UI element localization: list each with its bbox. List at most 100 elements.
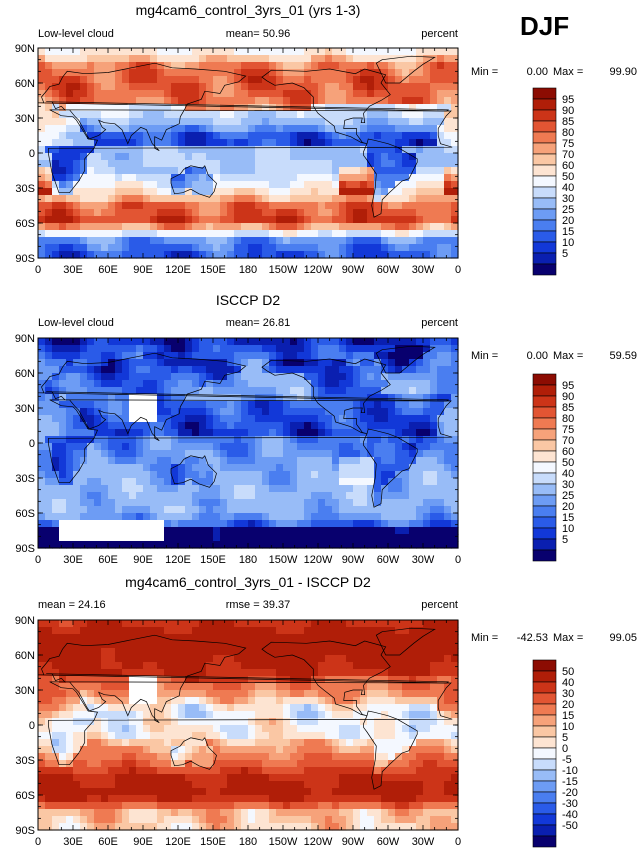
field-cell (80, 359, 88, 367)
field-cell (255, 195, 263, 203)
field-cell (108, 443, 116, 451)
field-cell (416, 181, 424, 189)
field-cell (325, 627, 333, 635)
field-cell (150, 167, 158, 175)
field-cell (395, 125, 403, 133)
field-cell (255, 443, 263, 451)
field-cell (38, 104, 46, 112)
field-cell (409, 366, 417, 374)
field-cell (164, 655, 172, 663)
field-cell (332, 627, 340, 635)
field-cell (360, 55, 368, 63)
field-cell (87, 223, 95, 231)
field-cell (276, 506, 284, 514)
field-cell (451, 499, 459, 507)
field-cell (269, 387, 277, 395)
field-cell (381, 62, 389, 70)
field-cell (423, 48, 431, 56)
field-cell (192, 485, 200, 493)
field-cell (150, 97, 158, 105)
field-cell (276, 118, 284, 126)
field-cell (416, 648, 424, 656)
field-cell (262, 62, 270, 70)
field-cell (206, 216, 214, 224)
field-cell (311, 704, 319, 712)
field-cell (304, 471, 312, 479)
field-cell (73, 527, 81, 535)
colorbar-box (533, 99, 556, 110)
field-cell (199, 436, 207, 444)
field-cell (87, 450, 95, 458)
field-cell (157, 167, 165, 175)
field-cell (388, 188, 396, 196)
field-cell (143, 195, 151, 203)
field-cell (416, 506, 424, 514)
field-cell (241, 541, 249, 549)
field-cell (213, 174, 221, 182)
field-cell (409, 90, 417, 98)
field-cell (45, 55, 53, 63)
field-cell (423, 216, 431, 224)
field-cell (220, 387, 228, 395)
field-cell (423, 655, 431, 663)
field-cell (129, 104, 137, 112)
field-cell (325, 478, 333, 486)
field-cell (409, 125, 417, 133)
field-cell (241, 55, 249, 63)
field-cell (220, 464, 228, 472)
field-cell (346, 345, 354, 353)
y-tick-label: 90S (15, 253, 35, 265)
field-cell (283, 669, 291, 677)
field-cell (402, 387, 410, 395)
field-cell (213, 506, 221, 514)
field-cell (318, 366, 326, 374)
field-cell (430, 338, 438, 346)
field-cell (108, 683, 116, 691)
field-cell (290, 697, 298, 705)
field-cell (178, 359, 186, 367)
field-cell (143, 83, 151, 91)
field-cell (346, 669, 354, 677)
field-cell (353, 118, 361, 126)
field-cell (318, 90, 326, 98)
field-cell (353, 443, 361, 451)
field-cell (325, 711, 333, 719)
field-cell (38, 485, 46, 493)
colorbar-box (533, 385, 556, 396)
field-cell (171, 718, 179, 726)
field-cell (143, 188, 151, 196)
field-cell (73, 167, 81, 175)
field-cell (388, 251, 396, 259)
field-cell (122, 153, 130, 161)
field-cell (269, 251, 277, 259)
field-cell (255, 118, 263, 126)
field-cell (430, 485, 438, 493)
colorbar-box (533, 407, 556, 418)
field-cell (374, 464, 382, 472)
field-cell (164, 648, 172, 656)
field-cell (381, 443, 389, 451)
field-cell (325, 450, 333, 458)
field-cell (423, 527, 431, 535)
field-cell (94, 111, 102, 119)
field-cell (94, 394, 102, 402)
field-cell (430, 711, 438, 719)
field-cell (255, 359, 263, 367)
field-cell (451, 69, 459, 77)
field-cell (108, 534, 116, 542)
field-cell (164, 380, 172, 388)
field-cell (129, 732, 137, 740)
field-cell (325, 725, 333, 733)
field-cell (325, 443, 333, 451)
field-cell (409, 415, 417, 423)
field-cell (290, 450, 298, 458)
field-cell (206, 534, 214, 542)
field-cell (101, 527, 109, 535)
field-cell (241, 237, 249, 245)
field-cell (325, 520, 333, 528)
field-cell (395, 55, 403, 63)
field-cell (283, 620, 291, 628)
field-cell (430, 237, 438, 245)
field-cell (423, 237, 431, 245)
field-cell (416, 683, 424, 691)
